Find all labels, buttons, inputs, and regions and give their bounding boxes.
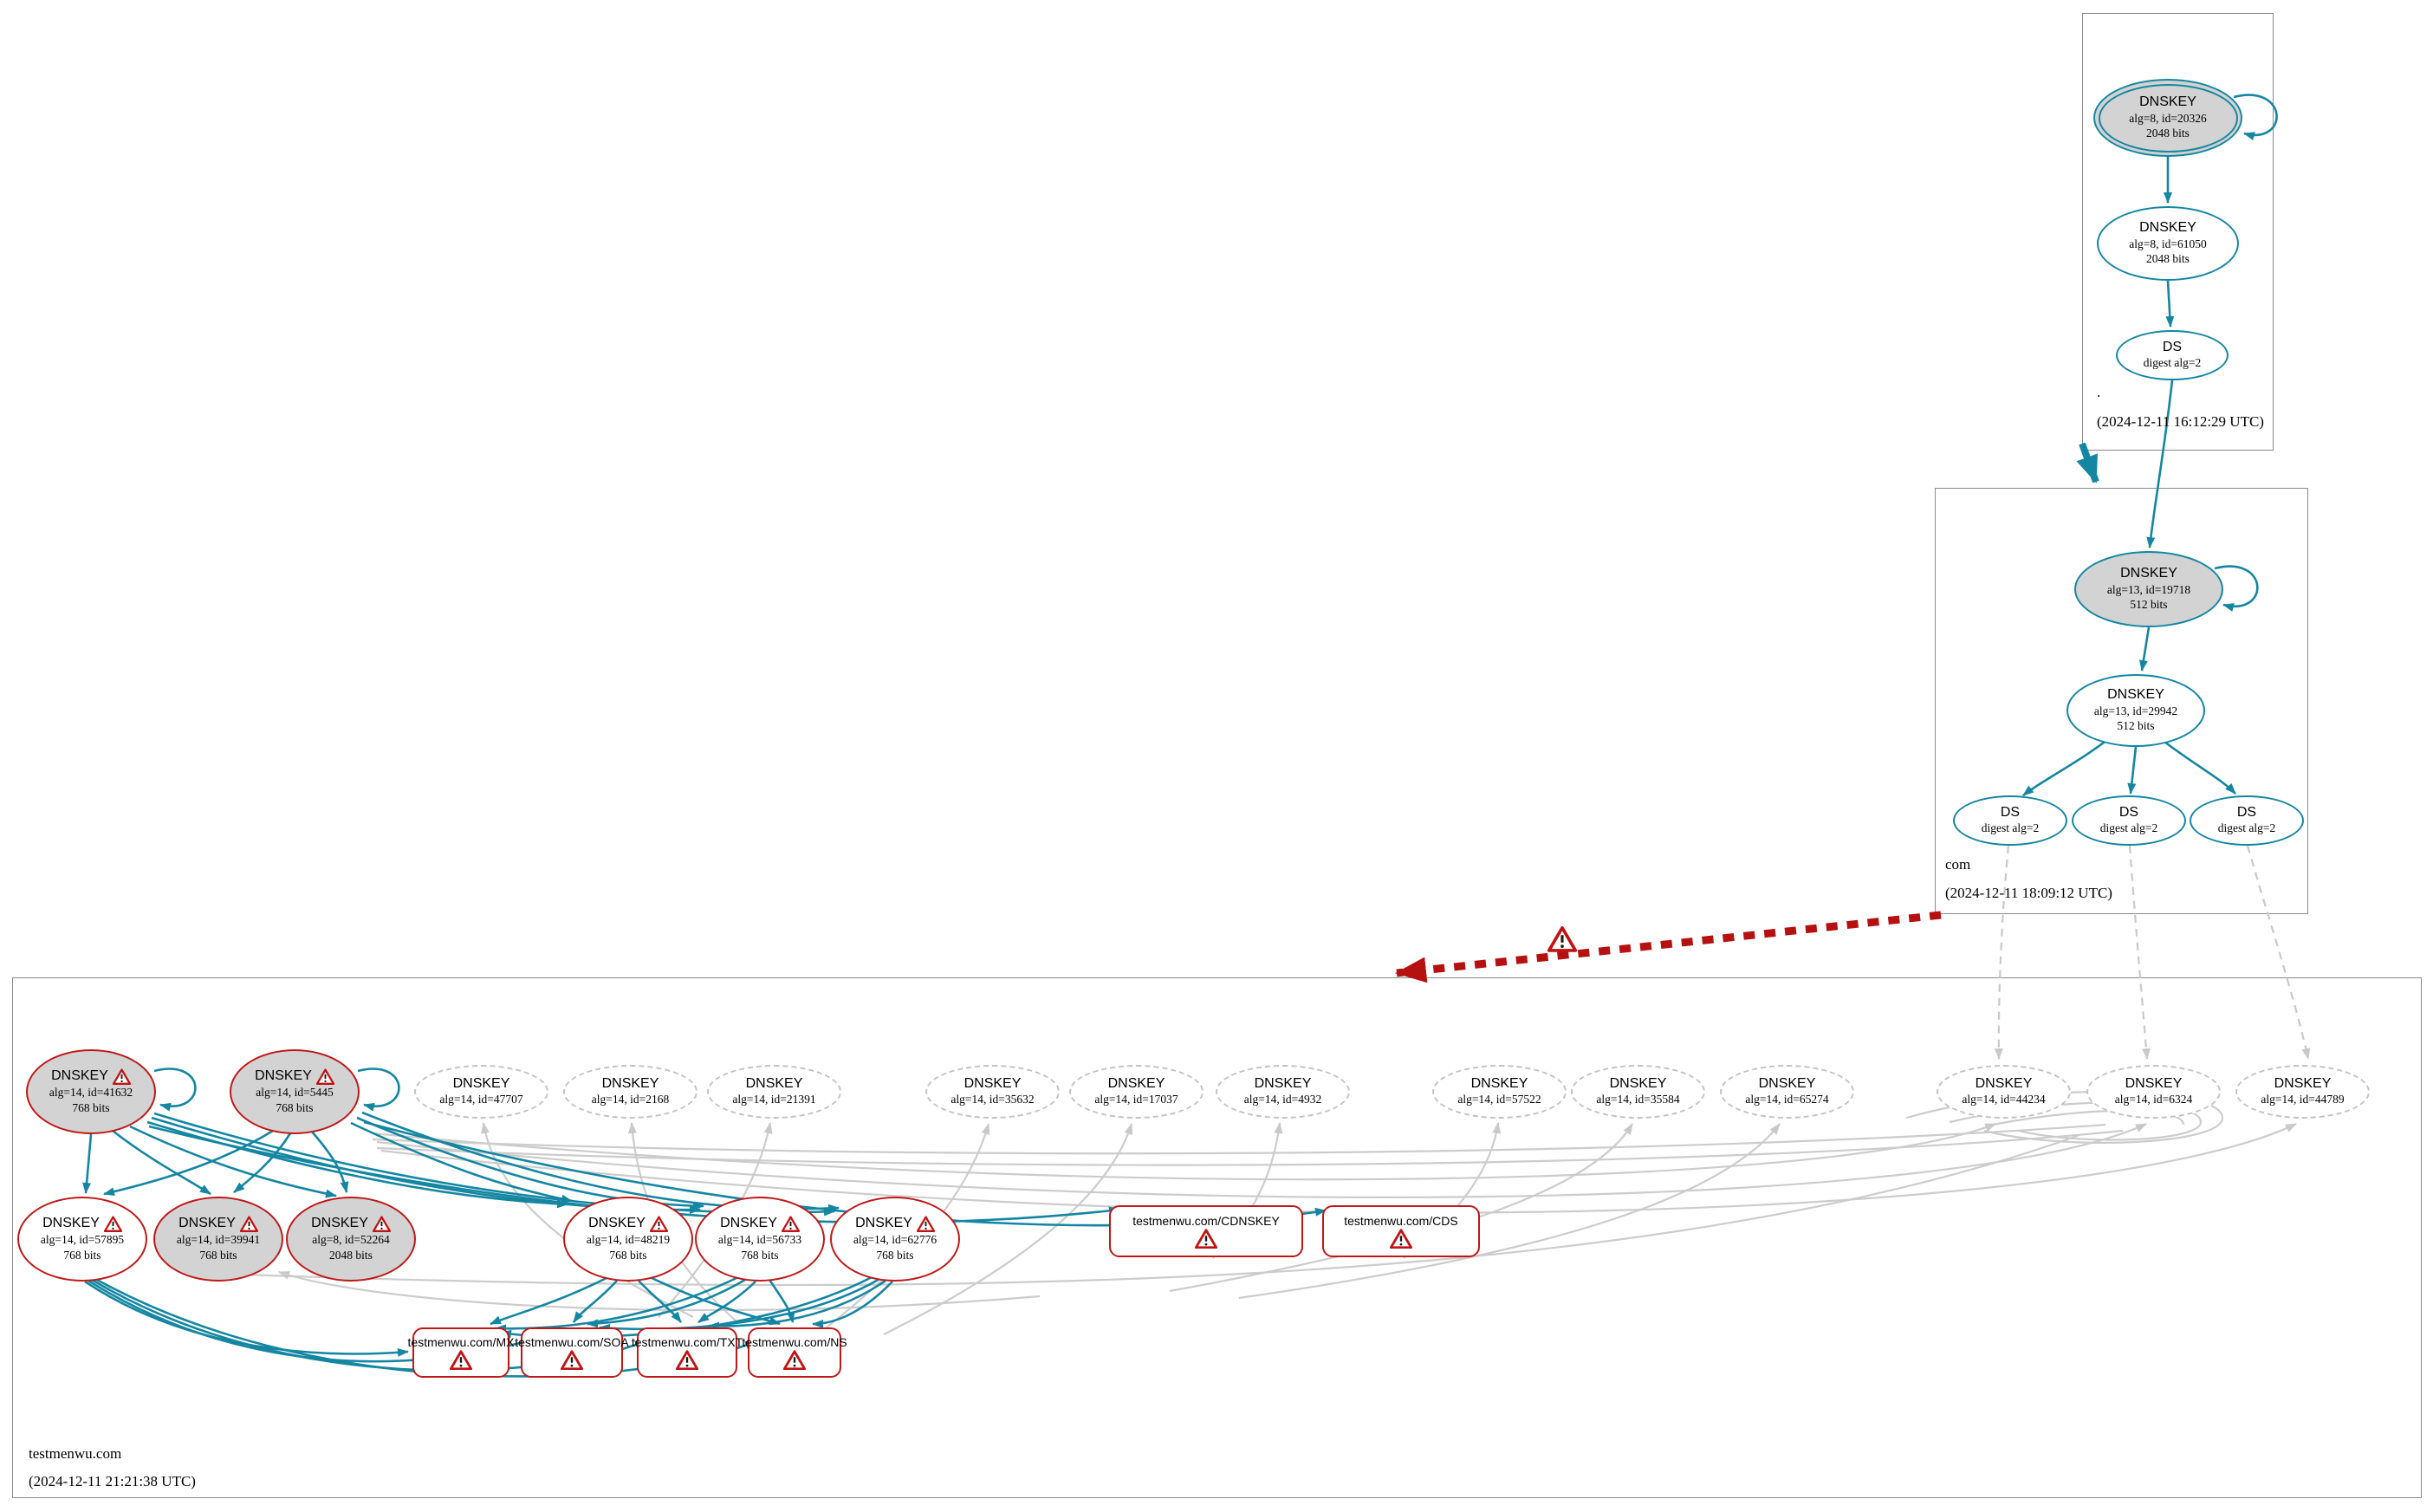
- missing-key-node-35584[interactable]: DNSKEY alg=14, id=35584: [1571, 1065, 1705, 1119]
- testmenwu-zsk-node-52264[interactable]: DNSKEY alg=8, id=52264 2048 bits: [286, 1197, 416, 1282]
- node-title: DNSKEY: [1975, 1076, 2033, 1092]
- node-title: DNSKEY: [855, 1216, 935, 1232]
- node-title: DNSKEY: [2120, 566, 2177, 581]
- root-zsk-node[interactable]: DNSKEY alg=8, id=61050 2048 bits: [2097, 206, 2239, 281]
- node-title: DNSKEY: [588, 1216, 668, 1232]
- com-zone-label: com: [1945, 856, 1971, 873]
- node-title: DNSKEY: [452, 1076, 510, 1092]
- testmenwu-zone-timestamp: (2024-12-11 21:21:38 UTC): [29, 1473, 196, 1489]
- testmenwu-zsk-node-57895[interactable]: DNSKEY alg=14, id=57895 768 bits: [17, 1197, 147, 1282]
- warning-icon: [103, 1216, 122, 1232]
- node-title: DNSKEY: [2139, 94, 2196, 110]
- testmenwu-zone-label: testmenwu.com: [29, 1445, 122, 1462]
- warning-icon: [916, 1216, 935, 1232]
- rrset-txt[interactable]: testmenwu.com/TXT: [632, 1327, 743, 1378]
- missing-key-node-35632[interactable]: DNSKEY alg=14, id=35632: [925, 1065, 1060, 1119]
- warning-icon: [112, 1068, 131, 1085]
- testmenwu-zsk-node-62776[interactable]: DNSKEY alg=14, id=62776 768 bits: [830, 1197, 960, 1282]
- testmenwu-ksk-node-41632[interactable]: DNSKEY alg=14, id=41632 768 bits: [26, 1049, 156, 1134]
- node-title: DNSKEY: [2107, 687, 2164, 703]
- warning-icon: [372, 1216, 391, 1232]
- zone-box-testmenwu: [12, 977, 2422, 1498]
- node-title: DNSKEY: [745, 1076, 803, 1092]
- node-title: DNSKEY: [178, 1216, 258, 1232]
- node-title: DNSKEY: [1758, 1076, 1816, 1092]
- missing-key-node-6324[interactable]: DNSKEY alg=14, id=6324: [2086, 1065, 2221, 1119]
- node-title: DS: [2118, 805, 2139, 821]
- rrset-mx[interactable]: testmenwu.com/MX: [408, 1327, 514, 1378]
- rrset-cdnskey[interactable]: testmenwu.com/CDNSKEY: [1109, 1205, 1303, 1257]
- missing-key-node-2168[interactable]: DNSKEY alg=14, id=2168: [563, 1065, 697, 1119]
- warning-icon: [781, 1216, 800, 1232]
- node-title: DNSKEY: [1470, 1076, 1528, 1092]
- node-title: DNSKEY: [311, 1216, 391, 1232]
- node-title: DNSKEY: [1254, 1076, 1312, 1092]
- missing-key-node-44789[interactable]: DNSKEY alg=14, id=44789: [2235, 1065, 2370, 1119]
- node-title: DNSKEY: [2139, 220, 2196, 236]
- warning-icon: [315, 1068, 334, 1085]
- rrset-cds[interactable]: testmenwu.com/CDS: [1322, 1205, 1480, 1257]
- node-title: DNSKEY: [51, 1068, 131, 1085]
- com-zone-timestamp: (2024-12-11 18:09:12 UTC): [1945, 885, 2112, 901]
- warning-icon: [561, 1350, 583, 1370]
- com-ds-node-2[interactable]: DS digest alg=2: [2072, 795, 2186, 846]
- missing-key-node-47707[interactable]: DNSKEY alg=14, id=47707: [414, 1065, 548, 1119]
- testmenwu-zsk-node-56733[interactable]: DNSKEY alg=14, id=56733 768 bits: [695, 1197, 825, 1282]
- zone-box-com: [1935, 488, 2308, 914]
- warning-icon: [450, 1350, 472, 1370]
- com-ksk-node[interactable]: DNSKEY alg=13, id=19718 512 bits: [2074, 551, 2223, 627]
- node-title: DS: [2162, 340, 2183, 355]
- node-title: DNSKEY: [42, 1216, 122, 1232]
- root-zone-timestamp: (2024-12-11 16:12:29 UTC): [2097, 413, 2264, 430]
- node-title: DNSKEY: [2125, 1076, 2183, 1092]
- node-title: DNSKEY: [2274, 1076, 2332, 1092]
- node-title: DNSKEY: [255, 1068, 334, 1085]
- rrset-soa[interactable]: testmenwu.com/SOA: [515, 1327, 629, 1378]
- root-ds-node[interactable]: DS digest alg=2: [2116, 330, 2229, 380]
- testmenwu-zsk-node-48219[interactable]: DNSKEY alg=14, id=48219 768 bits: [563, 1197, 693, 1282]
- warning-icon: [1390, 1229, 1412, 1249]
- missing-key-node-4932[interactable]: DNSKEY alg=14, id=4932: [1216, 1065, 1350, 1119]
- missing-key-node-44234[interactable]: DNSKEY alg=14, id=44234: [1937, 1065, 2071, 1119]
- missing-key-node-65274[interactable]: DNSKEY alg=14, id=65274: [1720, 1065, 1854, 1119]
- com-zsk-node[interactable]: DNSKEY alg=13, id=29942 512 bits: [2066, 674, 2205, 747]
- warning-icon: [676, 1350, 698, 1370]
- rrset-ns[interactable]: testmenwu.com/NS: [742, 1327, 847, 1378]
- com-ds-node-1[interactable]: DS digest alg=2: [1953, 795, 2067, 846]
- node-title: DNSKEY: [1609, 1076, 1667, 1092]
- node-title: DNSKEY: [601, 1076, 659, 1092]
- com-ds-node-3[interactable]: DS digest alg=2: [2190, 795, 2304, 846]
- root-zone-label: .: [2097, 384, 2101, 400]
- root-ksk-node[interactable]: DNSKEY alg=8, id=20326 2048 bits: [2093, 79, 2242, 157]
- missing-key-node-17037[interactable]: DNSKEY alg=14, id=17037: [1069, 1065, 1204, 1119]
- node-title: DNSKEY: [720, 1216, 800, 1232]
- testmenwu-zsk-node-39941[interactable]: DNSKEY alg=14, id=39941 768 bits: [153, 1197, 283, 1282]
- node-title: DNSKEY: [963, 1076, 1022, 1092]
- zone-box-root: [2082, 13, 2274, 451]
- node-title: DS: [2236, 805, 2257, 821]
- warning-icon: [1195, 1229, 1217, 1249]
- warning-icon: [649, 1216, 668, 1232]
- node-title: DNSKEY: [1107, 1076, 1165, 1092]
- missing-key-node-21391[interactable]: DNSKEY alg=14, id=21391: [707, 1065, 841, 1119]
- node-title: DS: [2000, 805, 2021, 821]
- delegation-warning-icon: [1547, 925, 1578, 957]
- testmenwu-ksk-node-5445[interactable]: DNSKEY alg=14, id=5445 768 bits: [230, 1049, 360, 1134]
- warning-icon: [239, 1216, 258, 1232]
- missing-key-node-57522[interactable]: DNSKEY alg=14, id=57522: [1432, 1065, 1567, 1119]
- warning-icon: [783, 1350, 806, 1370]
